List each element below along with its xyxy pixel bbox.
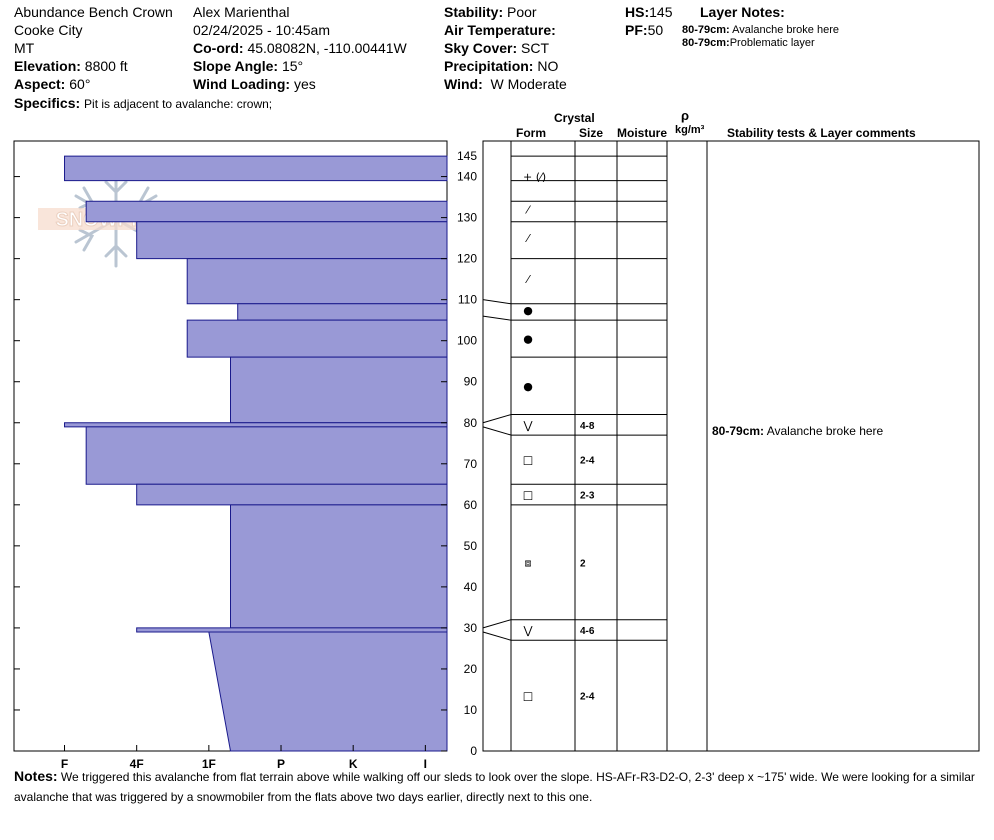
size-header: Size: [579, 126, 604, 140]
y-tick-label-50: 50: [464, 539, 478, 553]
connector-0: [482, 299, 512, 305]
y-tick-label-60: 60: [464, 498, 478, 512]
rho-header: ρ: [681, 108, 690, 123]
hardness-bar-11: [136, 627, 448, 633]
hardness-bar-7: [64, 422, 448, 428]
hs: HS:145: [625, 4, 673, 20]
hardness-bar-2: [136, 221, 448, 260]
y-tick-label-110: 110: [458, 293, 477, 307]
x-tick-label-P: P: [277, 757, 285, 771]
connector-4: [482, 619, 512, 629]
crystal-form-3: ⁄: [524, 273, 531, 286]
crystal-form-2: ⁄: [524, 232, 531, 245]
hardness-bar-1: [85, 200, 448, 223]
x-tick-label-K: K: [349, 757, 358, 771]
precipitation: Precipitation: NO: [444, 58, 559, 74]
crystal-form-11: ⋁: [522, 624, 533, 637]
sky-cover: Sky Cover: SCT: [444, 40, 550, 56]
y-tick-label-20: 20: [464, 662, 478, 676]
y-tick-label-120: 120: [457, 252, 477, 266]
x-tick-label-F: F: [61, 757, 68, 771]
hardness-bar-8: [85, 426, 448, 485]
y-tick-label-0: 0: [470, 744, 477, 758]
y-tick-label-40: 40: [464, 580, 478, 594]
crystal-form-5: ●: [523, 333, 533, 346]
hardness-bar-10: [230, 504, 448, 629]
crystal-size-10: 2: [580, 558, 586, 569]
moisture-header: Moisture: [617, 126, 668, 140]
crystal-header: Crystal: [554, 111, 595, 125]
notes-text: We triggered this avalanche from flat te…: [14, 770, 975, 804]
notes: Notes: We triggered this avalanche from …: [14, 768, 975, 804]
crystal-form-6: ●: [523, 380, 533, 393]
y-tick-label-90: 90: [464, 375, 478, 389]
crystal-form-12: □: [523, 690, 533, 703]
crystal-size-8: 2-4: [580, 456, 595, 467]
y-tick-label-100: 100: [457, 334, 477, 348]
wind: Wind: W Moderate: [444, 76, 567, 92]
layer-note-1: 80-79cm: Avalanche broke here: [682, 24, 839, 36]
stability: Stability: Poor: [444, 4, 537, 20]
specifics: Specifics: Pit is adjacent to avalanche:…: [14, 95, 273, 111]
connector-2: [482, 414, 512, 424]
y-tick-label-140: 140: [457, 170, 477, 184]
hardness-bar-3: [186, 258, 448, 305]
hardness-bar-4: [237, 303, 448, 321]
profile-table-frame: [482, 140, 980, 752]
crystal-size-7: 4-8: [580, 421, 595, 432]
crystal-size-9: 2-3: [580, 491, 595, 502]
wind-loading: Wind Loading: yes: [193, 76, 316, 92]
state: MT: [14, 40, 35, 56]
datetime: 02/24/2025 - 10:45am: [193, 22, 330, 38]
y-tick-label-30: 30: [464, 621, 478, 635]
crystal-form-0: + (⁄): [523, 171, 546, 184]
y-tick-label-130: 130: [457, 211, 477, 225]
y-tick-label-10: 10: [464, 703, 478, 717]
observer: Alex Marienthal: [193, 4, 290, 20]
crystal-form-8: □: [523, 454, 533, 467]
crystal-form-10: ⧈: [525, 556, 532, 569]
crystal-form-4: ●: [523, 304, 533, 317]
y-tick-label-80: 80: [464, 416, 478, 430]
x-tick-label-4F: 4F: [130, 757, 144, 771]
x-tick-label-I: I: [424, 757, 427, 771]
air-temperature: Air Temperature:: [444, 22, 556, 38]
hardness-bar-5: [186, 319, 448, 358]
layer-notes-title: Layer Notes:: [700, 4, 785, 20]
crystal-size-12: 2-4: [580, 692, 595, 703]
slope-angle: Slope Angle: 15°: [193, 58, 304, 74]
density-unit-header: kg/m³: [675, 124, 705, 136]
pf: PF:50: [625, 22, 664, 38]
hardness-bar-9: [136, 483, 448, 506]
connector-3: [482, 426, 512, 436]
aspect: Aspect: 60°: [14, 76, 91, 92]
y-tick-label-70: 70: [464, 457, 478, 471]
x-tick-label-1F: 1F: [202, 757, 216, 771]
form-header: Form: [516, 126, 546, 140]
hardness-bar-12: [208, 631, 448, 752]
connector-5: [482, 631, 512, 641]
location: Abundance Bench Crown: [14, 4, 173, 20]
crystal-size-11: 4-6: [580, 626, 595, 637]
crystal-form-1: ⁄: [524, 203, 531, 216]
crystal-form-9: □: [523, 489, 533, 502]
y-tick-label-145: 145: [457, 149, 477, 163]
layer-note-2: 80-79cm:Problematic layer: [682, 37, 815, 49]
connector-1: [482, 315, 512, 321]
crystal-form-7: ⋁: [522, 419, 533, 432]
range: Cooke City: [14, 22, 83, 38]
elevation: Elevation: 8800 ft: [14, 58, 128, 74]
stability-comment: 80-79cm: Avalanche broke here: [712, 424, 884, 438]
coordinates: Co-ord: 45.08082N, -110.00441W: [193, 40, 407, 56]
hardness-bar-6: [230, 356, 448, 424]
stability-comments-header: Stability tests & Layer comments: [727, 126, 916, 140]
hardness-bar-0: [64, 155, 448, 182]
